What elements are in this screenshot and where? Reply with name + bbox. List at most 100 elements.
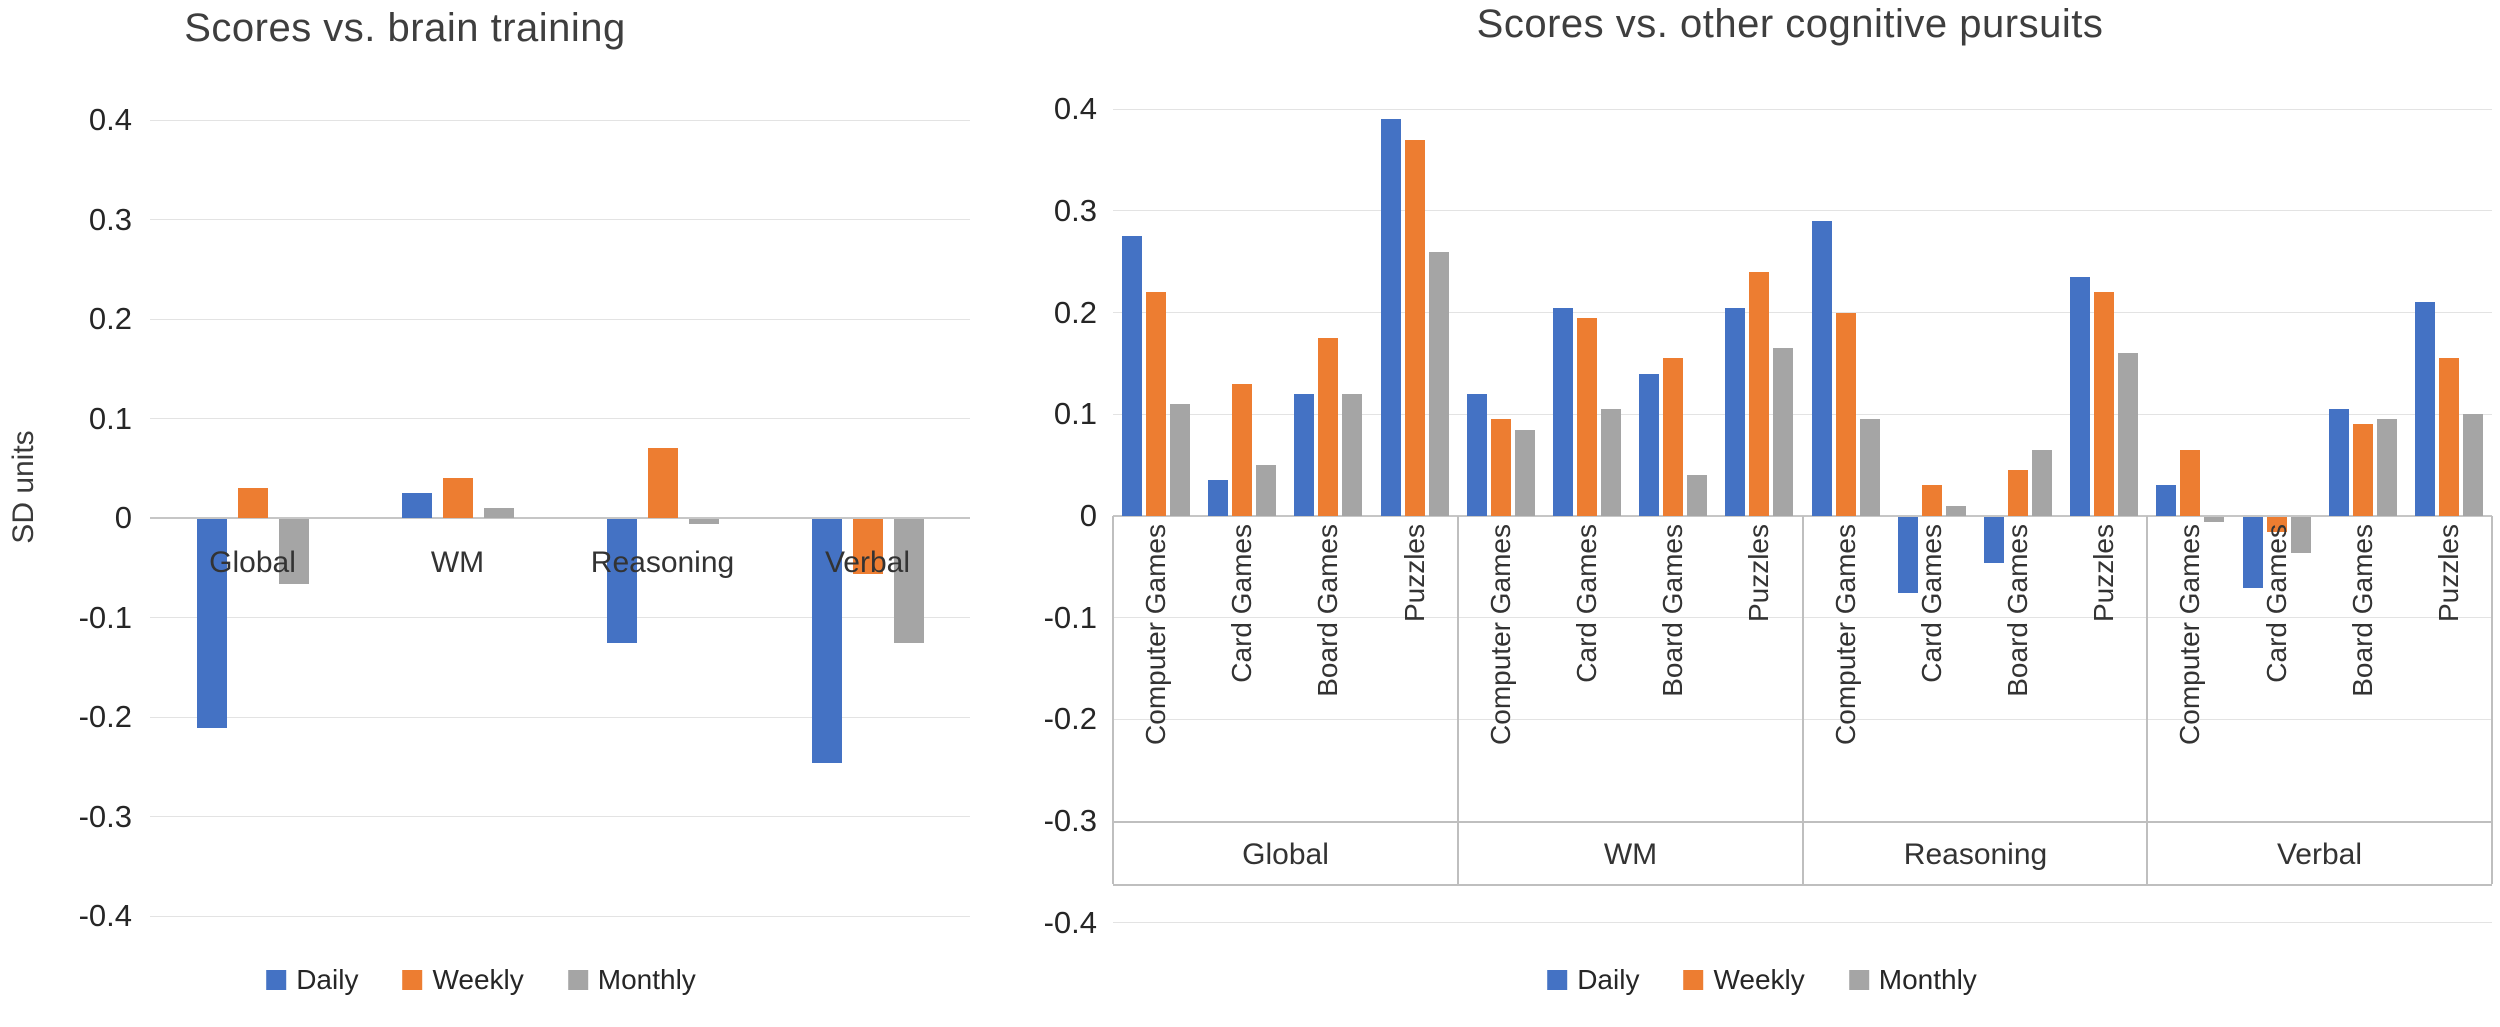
- bar-weekly-wm-card-games: [1577, 318, 1597, 516]
- y-tick-label: 0.4: [88, 102, 132, 137]
- bar-daily-reasoning: [607, 519, 637, 643]
- legend-label: Monthly: [597, 964, 696, 995]
- gridline: [1113, 312, 2492, 313]
- bar-monthly-wm-board-games: [1687, 475, 1707, 516]
- bar-monthly-verbal-computer-games: [2204, 517, 2224, 522]
- bar-monthly-global-puzzles: [1429, 252, 1449, 516]
- y-tick-label: 0.3: [1053, 193, 1097, 228]
- axis-table-border-vertical: [2146, 516, 2148, 884]
- y-tick-label: -0.2: [1043, 701, 1097, 736]
- bar-weekly-verbal-computer-games: [2180, 450, 2200, 516]
- bar-monthly-global: [279, 519, 309, 584]
- bar-weekly-wm-puzzles: [1749, 272, 1769, 516]
- bar-daily-reasoning-board-games: [1984, 517, 2004, 563]
- subcategory-label: Card Games: [1571, 524, 1602, 683]
- legend-item: Daily: [1547, 964, 1639, 996]
- y-tick-label: -0.1: [1043, 600, 1097, 635]
- axis-table-border-horizontal: [1113, 884, 2492, 886]
- subcategory-label: Puzzles: [2088, 524, 2119, 623]
- bar-daily-wm: [402, 493, 432, 518]
- bar-daily-global-computer-games: [1122, 236, 1142, 516]
- bar-weekly-global-computer-games: [1146, 292, 1166, 516]
- category-label: Verbal: [824, 546, 911, 579]
- legend-label: Daily: [1577, 964, 1640, 995]
- subcategory-label: Computer Games: [2174, 524, 2205, 745]
- group-label: Global: [1242, 838, 1329, 871]
- bar-daily-verbal-puzzles: [2415, 302, 2435, 516]
- bar-weekly-reasoning-computer-games: [1836, 313, 1856, 516]
- y-tick-label: 0.4: [1053, 91, 1097, 126]
- subcategory-label: Computer Games: [1140, 524, 1171, 745]
- subcategory-label: Board Games: [2002, 524, 2033, 697]
- legend-item: Monthly: [1848, 964, 1977, 996]
- bar-weekly-verbal-card-games: [2267, 517, 2287, 532]
- gridline: [1113, 109, 2492, 110]
- legend-swatch-monthly: [1848, 970, 1869, 990]
- y-tick-label: 0: [1079, 498, 1097, 533]
- axis-table-border-vertical: [1802, 516, 1804, 884]
- gridline: [150, 418, 970, 419]
- bar-daily-global-puzzles: [1381, 119, 1401, 516]
- bar-daily-wm-computer-games: [1467, 394, 1487, 516]
- subcategory-label: Board Games: [1657, 524, 1688, 697]
- bar-weekly-global: [238, 488, 268, 518]
- right-chart-title: Scores vs. other cognitive pursuits: [1476, 2, 2104, 46]
- subcategory-label: Card Games: [2261, 524, 2292, 683]
- bar-daily-reasoning-puzzles: [2070, 277, 2090, 516]
- bar-weekly-global-card-games: [1232, 384, 1252, 516]
- bar-weekly-verbal-puzzles: [2439, 358, 2459, 516]
- legend-swatch-weekly: [1683, 970, 1704, 990]
- subcategory-label: Card Games: [1916, 524, 1947, 683]
- y-tick-label: 0.2: [88, 301, 132, 336]
- y-tick-label: 0.2: [1053, 295, 1097, 330]
- gridline: [150, 916, 970, 917]
- subcategory-label: Puzzles: [2433, 524, 2464, 623]
- bar-monthly-global-computer-games: [1170, 404, 1190, 516]
- bar-weekly-reasoning-puzzles: [2094, 292, 2114, 516]
- bar-monthly-reasoning: [689, 519, 719, 524]
- subcategory-label: Computer Games: [1485, 524, 1516, 745]
- axis-table-border-vertical: [1112, 516, 1114, 884]
- bar-monthly-wm-computer-games: [1515, 430, 1535, 516]
- bar-monthly-verbal-card-games: [2291, 517, 2311, 553]
- category-label: WM: [430, 546, 485, 579]
- legend-item: Monthly: [567, 964, 696, 996]
- bar-daily-wm-puzzles: [1725, 308, 1745, 516]
- y-tick-label: -0.4: [1043, 905, 1097, 940]
- subcategory-label: Puzzles: [1399, 524, 1430, 623]
- zero-axis-line: [150, 517, 970, 519]
- bar-daily-verbal-board-games: [2329, 409, 2349, 516]
- gridline: [1113, 210, 2492, 211]
- y-tick-label: -0.2: [78, 699, 132, 734]
- y-tick-label: 0.1: [1053, 396, 1097, 431]
- legend-swatch-monthly: [567, 970, 588, 990]
- legend-label: Weekly: [1713, 964, 1805, 995]
- bar-weekly-reasoning-card-games: [1922, 485, 1942, 516]
- y-tick-label: -0.4: [78, 898, 132, 933]
- legend-label: Daily: [296, 964, 359, 995]
- legend-swatch-weekly: [402, 970, 423, 990]
- axis-table-border-vertical: [1457, 516, 1459, 884]
- bar-weekly-wm: [443, 478, 473, 518]
- gridline: [150, 219, 970, 220]
- bar-monthly-reasoning-card-games: [1946, 506, 1966, 516]
- bar-monthly-verbal-puzzles: [2463, 414, 2483, 516]
- right-legend: Daily Weekly Monthly: [1547, 964, 1977, 996]
- category-label: Reasoning: [590, 546, 735, 579]
- legend-swatch-daily: [266, 970, 287, 990]
- bar-monthly-reasoning-board-games: [2032, 450, 2052, 516]
- gridline: [150, 816, 970, 817]
- bar-daily-wm-card-games: [1553, 308, 1573, 516]
- bar-weekly-wm-board-games: [1663, 358, 1683, 516]
- legend-item: Daily: [266, 964, 358, 996]
- gridline: [150, 120, 970, 121]
- left-legend: Daily Weekly Monthly: [266, 964, 696, 996]
- gridline: [1113, 414, 2492, 415]
- subcategory-label: Board Games: [2347, 524, 2378, 697]
- bar-monthly-global-card-games: [1256, 465, 1276, 516]
- legend-label: Weekly: [432, 964, 524, 995]
- bar-monthly-reasoning-computer-games: [1860, 419, 1880, 516]
- bar-weekly-verbal: [853, 519, 883, 574]
- y-tick-label: -0.3: [1043, 803, 1097, 838]
